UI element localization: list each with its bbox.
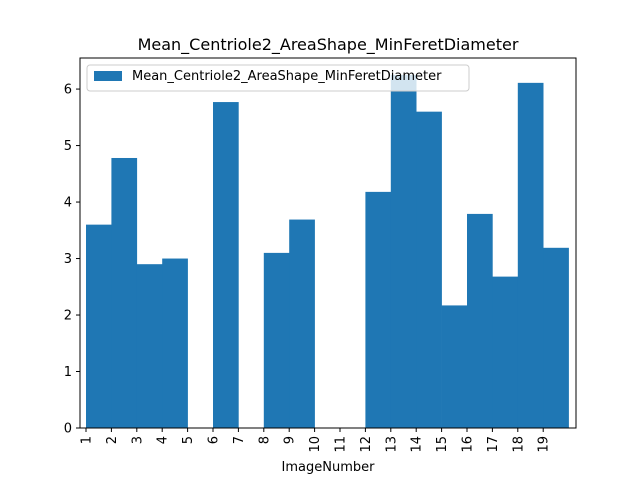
bar-8 [263, 252, 290, 428]
legend-swatch [94, 71, 122, 81]
legend-label: Mean_Centriole2_AreaShape_MinFeretDiamet… [132, 69, 442, 84]
x-axis-label: ImageNumber [282, 460, 376, 475]
x-tick-label: 5 [181, 436, 196, 444]
x-tick-label: 11 [334, 436, 349, 453]
bar-1 [86, 224, 112, 428]
x-tick-label: 19 [537, 436, 552, 453]
y-tick-label: 3 [64, 252, 72, 267]
bar-2 [111, 157, 138, 428]
x-tick-label: 10 [308, 436, 323, 453]
y-tick-label: 6 [64, 83, 72, 98]
x-tick-label: 3 [130, 436, 145, 444]
y-tick-label: 0 [64, 422, 72, 437]
x-tick-label: 16 [461, 436, 476, 453]
x-tick-label: 2 [105, 436, 120, 444]
bar-19 [543, 247, 569, 428]
bar-15 [441, 305, 468, 428]
x-tick-label: 7 [232, 436, 247, 444]
chart-title: Mean_Centriole2_AreaShape_MinFeretDiamet… [138, 35, 519, 55]
x-axis: 1 2 3 4 5 6 7 8 9 10 11 12 13 14 15 16 17 18 19 [80, 428, 552, 453]
x-tick-label: 13 [384, 436, 399, 453]
legend: Mean_Centriole2_AreaShape_MinFeretDiamet… [86, 64, 470, 92]
x-tick-label: 18 [511, 436, 526, 453]
bar-6 [213, 102, 239, 428]
bar-14 [416, 111, 442, 428]
legend-box [86, 64, 470, 92]
y-axis: 0 1 2 3 4 5 6 [64, 83, 80, 437]
bar-12 [365, 191, 392, 428]
bar-3 [136, 264, 163, 428]
bar-13 [390, 74, 417, 428]
x-tick-label: 6 [207, 436, 222, 444]
y-tick-label: 2 [64, 309, 72, 324]
bars-group [86, 74, 569, 428]
plot-frame [79, 57, 577, 429]
x-tick-label: 4 [156, 436, 171, 444]
y-tick-label: 1 [64, 365, 72, 380]
y-tick-label: 5 [64, 139, 72, 154]
x-tick-label: 9 [283, 436, 298, 444]
x-tick-label: 14 [410, 436, 425, 453]
x-tick-label: 12 [359, 436, 374, 453]
x-tick-label: 1 [80, 436, 95, 444]
bar-16 [467, 213, 493, 428]
bar-17 [492, 276, 519, 428]
x-tick-label: 8 [257, 436, 272, 444]
bar-9 [289, 219, 315, 428]
bar-18 [517, 82, 544, 428]
x-tick-label: 15 [435, 436, 450, 453]
x-tick-label: 17 [486, 436, 501, 453]
bar-4 [162, 258, 188, 428]
y-tick-label: 4 [64, 196, 72, 211]
